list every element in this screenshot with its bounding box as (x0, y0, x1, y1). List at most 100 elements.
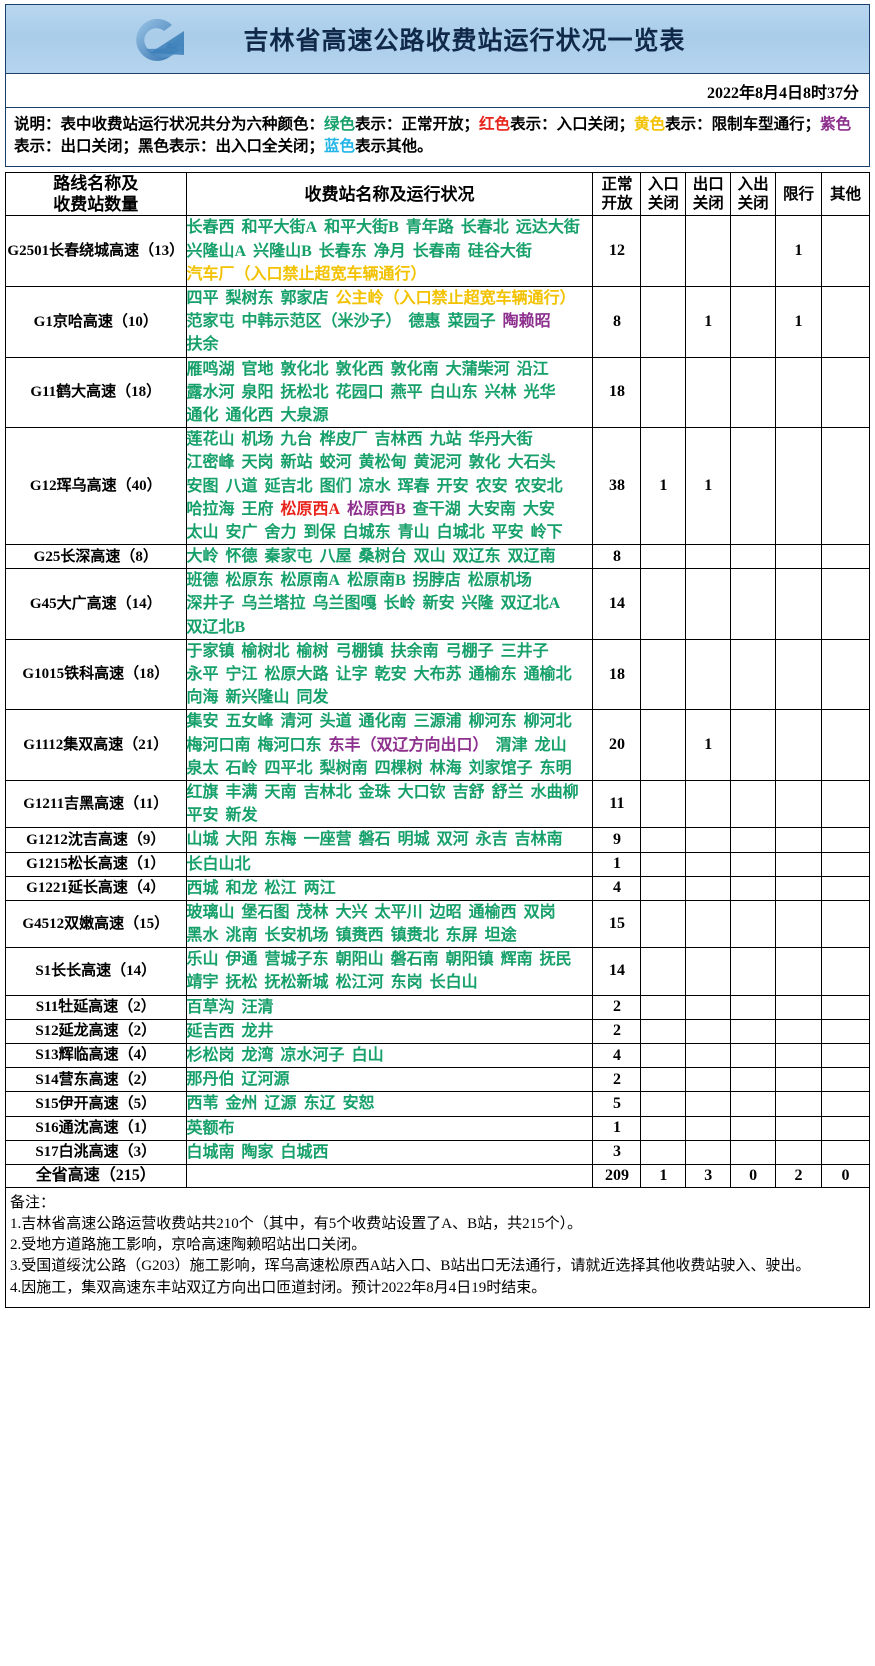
station-name: 远达大街 (515, 219, 580, 237)
other-count-cell: 0 (820, 1163, 871, 1188)
station-name: 双河 (436, 831, 469, 849)
timestamp-bar: 2022年8月4日8时37分 (5, 74, 870, 108)
restricted-count-cell (775, 947, 822, 996)
entry-closed-count-cell (640, 1091, 687, 1117)
both-closed-count-cell (730, 994, 777, 1020)
legend-color-yellow: 黄色 (634, 116, 666, 133)
station-name: 双辽北B (186, 618, 246, 636)
entry-closed-count-cell (640, 851, 687, 877)
header-exit-line1: 出口 (692, 175, 724, 193)
both-closed-count-cell (730, 779, 777, 829)
station-name: 东明 (539, 759, 572, 777)
other-count-cell (820, 1115, 871, 1141)
station-name: 营城子东 (264, 951, 329, 969)
table-row: G12珲乌高速（40） 莲花山 机场 九台 桦皮厂 吉林西 九站 华丹大街江密峰 天岗 新站 蛟河黄… (5, 427, 871, 546)
station-name: 茂林 (296, 903, 329, 921)
header-route: 路线名称及 收费站数量 (5, 171, 187, 217)
station-name: 百草沟 (186, 998, 235, 1016)
restricted-count-cell (775, 779, 822, 829)
other-count-cell (820, 899, 871, 949)
exit-closed-count-cell: 3 (685, 1163, 732, 1188)
station-name: 白城南 (186, 1143, 235, 1161)
normal-open-count-cell: 1 (592, 851, 642, 877)
exit-closed-count-cell (685, 1115, 732, 1141)
entry-closed-count-cell (640, 899, 687, 949)
both-closed-count-cell (730, 851, 777, 877)
station-name: 榆树北 (241, 642, 290, 660)
route-name-cell: G1221延长高速（4） (5, 875, 187, 901)
station-list-cell: 西苇 金州 辽源 东辽 安恕 (185, 1091, 594, 1117)
station-name: 松原西A (280, 500, 341, 518)
station-name: 菜园子 (447, 313, 496, 331)
exit-closed-count-cell (685, 638, 732, 711)
restricted-count-cell (775, 827, 822, 853)
normal-open-count-cell: 2 (592, 994, 642, 1020)
entry-closed-count-cell (640, 709, 687, 781)
notes-title: 备注： (10, 1194, 56, 1211)
station-name: 洮南 (225, 927, 258, 945)
station-name: 八屋 (319, 548, 352, 566)
station-list-cell: 英额布 (185, 1115, 594, 1141)
station-name: 五女峰 (225, 713, 274, 731)
restricted-count-cell (775, 568, 822, 640)
legend-meaning-purple: 表示：出口关闭； (14, 138, 139, 156)
normal-open-count-cell: 9 (592, 827, 642, 853)
station-list-cell: 杉松岗 龙湾 凉水河子 白山 (185, 1042, 594, 1069)
other-count-cell (820, 215, 871, 287)
station-name: 怀德 (225, 548, 258, 566)
station-name: 通榆西 (468, 903, 517, 921)
legend-color-red: 红色 (479, 116, 511, 133)
station-name: 雁鸣湖 (186, 360, 235, 378)
station-name: 长白山 (429, 974, 478, 992)
entry-closed-count-cell (640, 544, 687, 570)
other-count-cell (820, 427, 871, 546)
station-name: 九台 (280, 431, 313, 449)
restricted-count-cell (775, 899, 822, 949)
entry-closed-count-cell (640, 947, 687, 996)
entry-closed-count-cell (640, 286, 687, 358)
restricted-count-cell (775, 994, 822, 1020)
station-name: 乌兰图嘎 (312, 595, 377, 613)
station-name: 舍力 (264, 523, 297, 541)
header-both-closed: 入出 关闭 (730, 171, 777, 217)
station-name: 净月 (373, 242, 406, 260)
station-name: 班德 (186, 572, 219, 590)
station-name: 八道 (225, 477, 258, 495)
station-name: 抚民 (539, 951, 572, 969)
route-name-cell: S17白洮高速（3） (5, 1139, 187, 1165)
station-name: 弓棚镇 (335, 642, 384, 660)
station-name: 清河 (280, 713, 313, 731)
station-name: 玻璃山 (186, 903, 235, 921)
station-list-cell: 百草沟 汪清 (185, 994, 594, 1020)
both-closed-count-cell (730, 544, 777, 570)
station-name: 陶家 (241, 1143, 274, 1161)
header-other: 其他 (820, 171, 871, 217)
page-title: 吉林省高速公路收费站运行状况一览表 (243, 28, 686, 55)
table-row: G1221延长高速（4） 西城 和龙 松江 两江 4 (5, 875, 871, 901)
normal-open-count-cell: 3 (592, 1139, 642, 1165)
station-name: 官地 (241, 360, 274, 378)
other-count-cell (820, 709, 871, 781)
station-name: 四平北 (264, 759, 313, 777)
other-count-cell (820, 1091, 871, 1117)
normal-open-count-cell: 18 (592, 638, 642, 711)
station-name: 扶余 (186, 336, 219, 354)
station-name: 公主岭（入口禁止超宽车辆通行） (335, 290, 576, 307)
other-count-cell (820, 1018, 871, 1045)
station-list-cell: 雁鸣湖 官地 敦化北 敦化西 敦化南 大蒲柴河 沿江露水河 泉阳 抚松北 花园口 燕平 白山东 兴林 光华… (185, 356, 594, 429)
other-count-cell (820, 1042, 871, 1069)
normal-open-count-cell: 38 (592, 427, 642, 546)
station-name: 吉舒 (452, 783, 485, 801)
jilin-expressway-logo-icon (128, 9, 194, 69)
both-closed-count-cell (730, 638, 777, 711)
route-name-cell: G4512双嫩高速（15） (5, 899, 187, 949)
note-item: 2.受地方道路施工影响，京哈高速陶赖昭站出口关闭。 (10, 1237, 367, 1254)
station-name: 敦化 (468, 454, 501, 472)
station-list-cell (185, 1163, 594, 1188)
station-name: 沿江 (516, 360, 549, 378)
station-name: 深井子 (186, 595, 235, 613)
station-name: 凉水河子 (280, 1047, 345, 1064)
station-name: 辽河源 (241, 1071, 290, 1089)
station-name: 泉阳 (241, 383, 274, 401)
station-name: 松江河 (335, 974, 384, 992)
